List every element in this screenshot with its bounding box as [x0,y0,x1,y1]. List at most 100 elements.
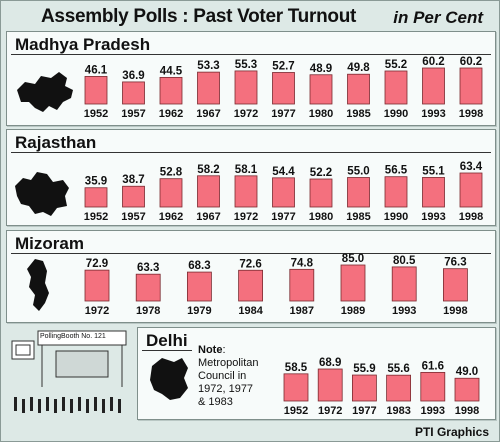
state-map-icon [27,259,49,311]
tick-label: 1989 [341,305,365,317]
bar [84,187,108,208]
voter-figure [22,399,25,413]
tick-label: 1993 [421,108,445,120]
data-label: 52.8 [160,167,183,179]
data-label: 55.1 [422,165,445,177]
tick-label: 1967 [196,108,220,120]
panel-divider [142,350,192,351]
data-label: 35.9 [85,176,107,188]
bar [135,273,161,302]
voter-figure [38,399,41,413]
bar [122,81,145,105]
panel-madhya-pradesh: Madhya Pradesh 46.1 1952 36.9 1957 44.5 1962 5… [6,31,496,126]
data-label: 52.7 [272,60,294,72]
rajasthan-chart: 35.9 1952 38.7 1957 52.8 1962 58.2 1967 58.1 1972… [15,161,483,223]
bar [234,175,258,208]
tick-label: 1993 [421,405,445,417]
tick-label: 1998 [455,405,479,417]
tick-label: 1962 [159,211,183,223]
unit-label: in Per Cent [393,8,483,27]
voter-figure [14,397,17,411]
page-title: Assembly Polls : Past Voter Turnout [41,6,357,27]
data-label: 44.5 [160,65,183,77]
tick-label: 1952 [84,108,108,120]
tick-label: 1984 [238,305,263,317]
mizoram-chart: 72.9 1972 63.3 1978 68.3 1979 72.6 1984 74.8 1987… [27,253,468,317]
state-map-icon [17,72,73,112]
bar [351,374,377,402]
data-label: 63.4 [460,161,483,173]
polling-booth-illustration: PollingBooth No. 121 [6,327,134,420]
panel-divider [11,152,491,153]
voter-figure [46,397,49,411]
tick-label: 1998 [443,305,467,317]
data-label: 68.3 [188,260,210,272]
tick-label: 1985 [346,108,370,120]
panel-mizoram: Mizoram 72.9 1972 63.3 1978 68.3 1979 72.6 1984… [6,230,496,323]
tick-label: 1985 [346,211,370,223]
tick-label: 1983 [386,405,410,417]
data-label: 72.6 [239,258,261,270]
tick-label: 1972 [318,405,342,417]
data-label: 58.2 [197,164,219,176]
booth-sign: PollingBooth No. 121 [40,333,106,340]
bar [317,368,343,402]
bar [197,175,220,208]
tick-label: 1972 [85,305,109,317]
bar [391,266,417,302]
tick-label: 1978 [136,305,160,317]
data-label: 60.2 [422,56,444,68]
title-bar: Assembly Polls : Past Voter Turnout in P… [1,1,500,31]
data-label: 80.5 [393,255,416,267]
data-label: 52.2 [310,167,332,179]
tick-label: 1977 [271,108,295,120]
bar [384,176,408,208]
bar [422,177,445,208]
bar [442,268,468,302]
bar [84,269,110,302]
data-label: 49.0 [456,366,478,378]
tick-label: 1967 [196,211,220,223]
tick-label: 1977 [352,405,376,417]
note-block: Note: Metropolitan Council in 1972, 1977… [198,344,262,409]
tick-label: 1977 [271,211,295,223]
data-label: 48.9 [310,63,332,75]
data-label: 76.3 [444,257,466,269]
tick-label: 1998 [459,108,483,120]
tick-label: 1987 [290,305,314,317]
bar [84,76,108,105]
data-label: 74.8 [291,257,314,269]
delhi-chart: 58.5 1952 68.9 1972 55.9 1977 55.6 1983 61.6 1993… [150,357,480,417]
bar [309,178,333,208]
voter-figure [86,399,89,413]
note-label: Note [198,344,223,356]
voter-figure [54,399,57,413]
tick-label: 1990 [384,211,408,223]
voter-figure [70,399,73,413]
tick-label: 1998 [459,211,483,223]
panel-title: Delhi [146,331,188,350]
bar [186,271,212,302]
note-text: Metropolitan Council in 1972, 1977 & 198… [198,357,259,408]
bar [420,371,446,402]
panel-title: Rajasthan [15,133,97,152]
bar [454,377,480,402]
data-label: 63.3 [137,262,159,274]
bar [159,178,183,208]
tick-label: 1980 [309,108,333,120]
tick-label: 1952 [284,405,308,417]
data-label: 53.3 [197,60,219,72]
state-map-icon [150,358,188,400]
bar [347,177,370,208]
panel-rajasthan: Rajasthan 35.9 1952 38.7 1957 52.8 1962 58.2 19… [6,129,496,226]
bar [272,177,295,208]
tick-label: 1980 [309,211,333,223]
data-label: 38.7 [122,174,144,186]
voter-figure [30,397,33,411]
bar [386,374,412,402]
data-label: 68.9 [319,357,341,369]
bar [459,172,483,208]
data-label: 36.9 [122,70,144,82]
panel-divider [11,54,491,55]
